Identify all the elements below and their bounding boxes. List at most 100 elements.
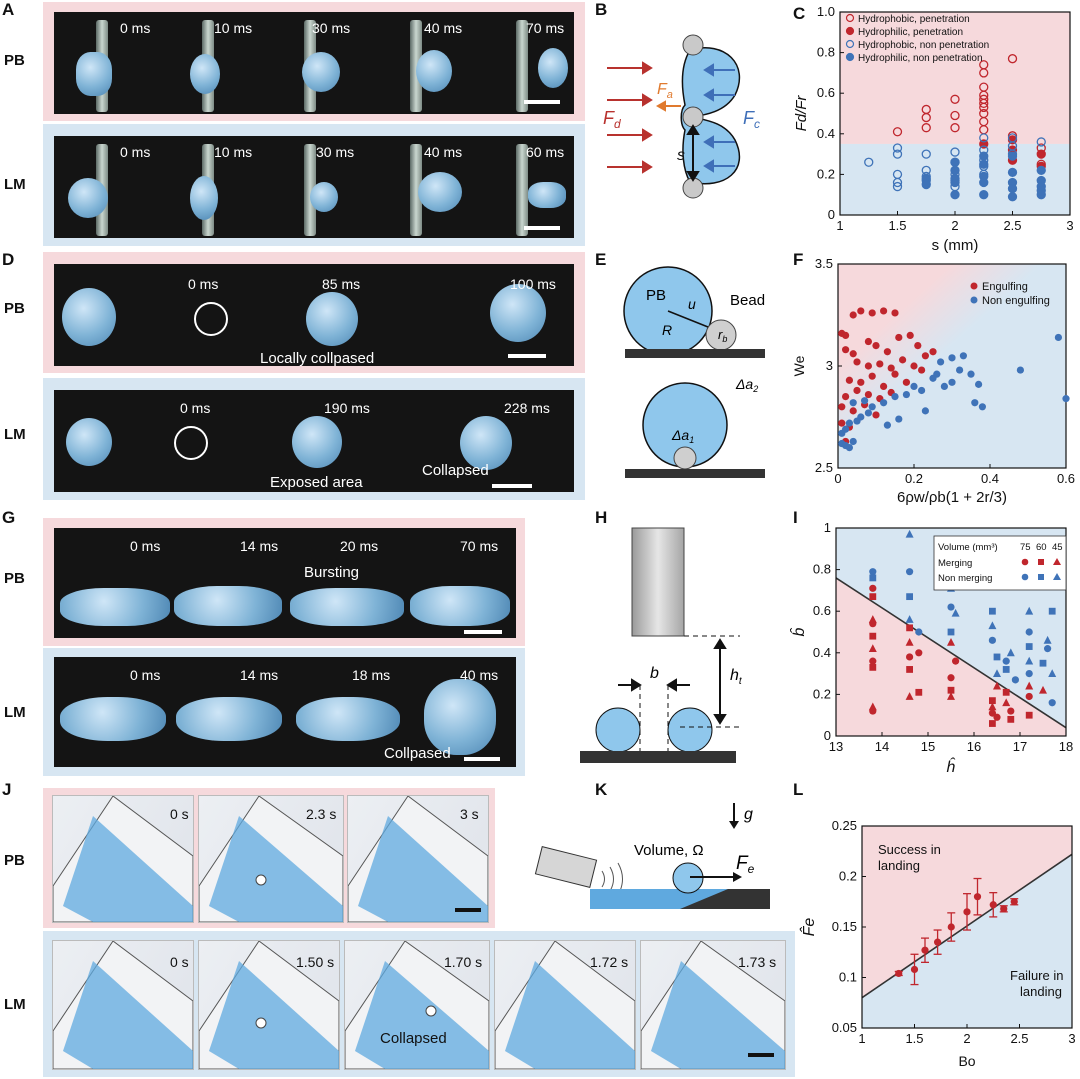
data-point: [921, 179, 931, 190]
panel-a-pb-label: PB: [4, 52, 25, 69]
liquid: [63, 816, 193, 922]
data-point: [989, 607, 996, 615]
data-point: [905, 615, 914, 623]
data-point: [1025, 606, 1034, 615]
data-point: [838, 419, 846, 427]
data-point: [1002, 688, 1010, 696]
data-point: [849, 311, 857, 319]
droplet: [76, 52, 112, 96]
data-point: [853, 386, 861, 395]
data-point: [947, 923, 955, 931]
region-penetration: [840, 12, 1070, 144]
panel-label-c: C: [793, 4, 806, 23]
data-point: [1044, 645, 1052, 653]
region-label: landing: [1020, 984, 1062, 999]
droplet: [490, 284, 546, 342]
time-label: 228 ms: [504, 400, 550, 416]
data-point: [868, 372, 876, 380]
data-point: [921, 149, 931, 159]
x-tick-label: 15: [921, 739, 935, 754]
droplet-shape: [680, 47, 741, 185]
droplet-right: [667, 707, 713, 753]
time-label: 0 ms: [120, 20, 151, 36]
s-label: s: [677, 147, 685, 164]
panel-a-lm-label: LM: [4, 176, 26, 193]
data-point: [989, 720, 996, 727]
data-point: [989, 901, 997, 909]
data-point: [905, 638, 914, 646]
frame-art: [198, 795, 344, 923]
tube: [410, 144, 422, 236]
data-point: [950, 157, 960, 167]
data-point: [892, 149, 903, 159]
data-point: [1025, 711, 1033, 719]
data-point: [883, 421, 891, 429]
y-tick-label: 0.1: [839, 970, 857, 985]
y-axis-label: F̂e: [798, 918, 818, 937]
scale-bar: [508, 354, 546, 358]
data-point: [937, 358, 945, 366]
scale-bar: [748, 1053, 774, 1057]
y-tick-label: 0.8: [813, 562, 831, 577]
y-axis-label: Fd/Fr: [793, 95, 810, 132]
data-point: [975, 380, 983, 388]
x-tick-label: 3: [1068, 1031, 1075, 1046]
droplet: [66, 418, 112, 466]
time-label: 14 ms: [240, 667, 279, 683]
data-point: [892, 143, 903, 153]
legend-marker: [970, 282, 978, 290]
scale-bar: [464, 630, 502, 634]
data-point: [906, 568, 914, 576]
plot-frame: [835, 527, 1067, 737]
data-point: [967, 370, 975, 378]
force-arrow-head: [733, 872, 742, 882]
fd-label: Fd: [603, 108, 621, 131]
panel-g-pb-label: PB: [4, 570, 25, 587]
data-point: [880, 399, 888, 407]
time-label: 70 ms: [460, 538, 499, 554]
data-point: [892, 177, 903, 188]
data-point: [899, 356, 907, 364]
fe-label: Fe: [736, 853, 755, 876]
data-point: [947, 674, 955, 682]
droplet: [255, 1017, 267, 1029]
data-point: [864, 390, 872, 399]
volume-label: Volume, Ω: [634, 842, 704, 859]
y-tick-label: 0.15: [832, 919, 857, 934]
r-label: R: [662, 322, 672, 338]
scale-bar: [524, 226, 560, 230]
data-point: [1011, 676, 1019, 684]
bead: [673, 446, 697, 470]
time-label: 18 ms: [352, 667, 391, 683]
data-point: [1025, 681, 1034, 690]
substrate: [625, 469, 765, 478]
data-point: [869, 593, 877, 601]
legend-label: Non engulfing: [982, 295, 1050, 307]
y-tick-label: 0.4: [813, 645, 831, 660]
legend-label: Hydrophilic, non penetration: [858, 53, 983, 64]
x-tick-label: 0: [834, 471, 841, 486]
frame: [198, 940, 340, 1070]
liquid: [209, 816, 343, 922]
liquid: [63, 961, 193, 1069]
panel-label-a: A: [2, 0, 15, 19]
data-point: [933, 370, 941, 378]
panel-a-lm-image: 0 ms 10 ms 30 ms 40 ms 60 ms: [54, 136, 574, 238]
droplet: [255, 874, 267, 886]
droplet: [425, 1005, 437, 1017]
x-tick-label: 14: [875, 739, 889, 754]
time-label: 1.50 s: [296, 954, 335, 970]
data-point: [864, 157, 874, 167]
data-point: [979, 60, 989, 70]
data-point: [906, 331, 914, 339]
legend-title: Volume (mm³): [938, 542, 998, 553]
data-point: [940, 382, 948, 390]
time-label: 60 ms: [526, 144, 565, 160]
data-point: [963, 908, 971, 916]
data-point: [950, 165, 960, 175]
scale-bar: [524, 100, 560, 104]
droplet: [416, 50, 452, 92]
data-point: [915, 649, 923, 657]
drag-arrows: [607, 61, 653, 174]
